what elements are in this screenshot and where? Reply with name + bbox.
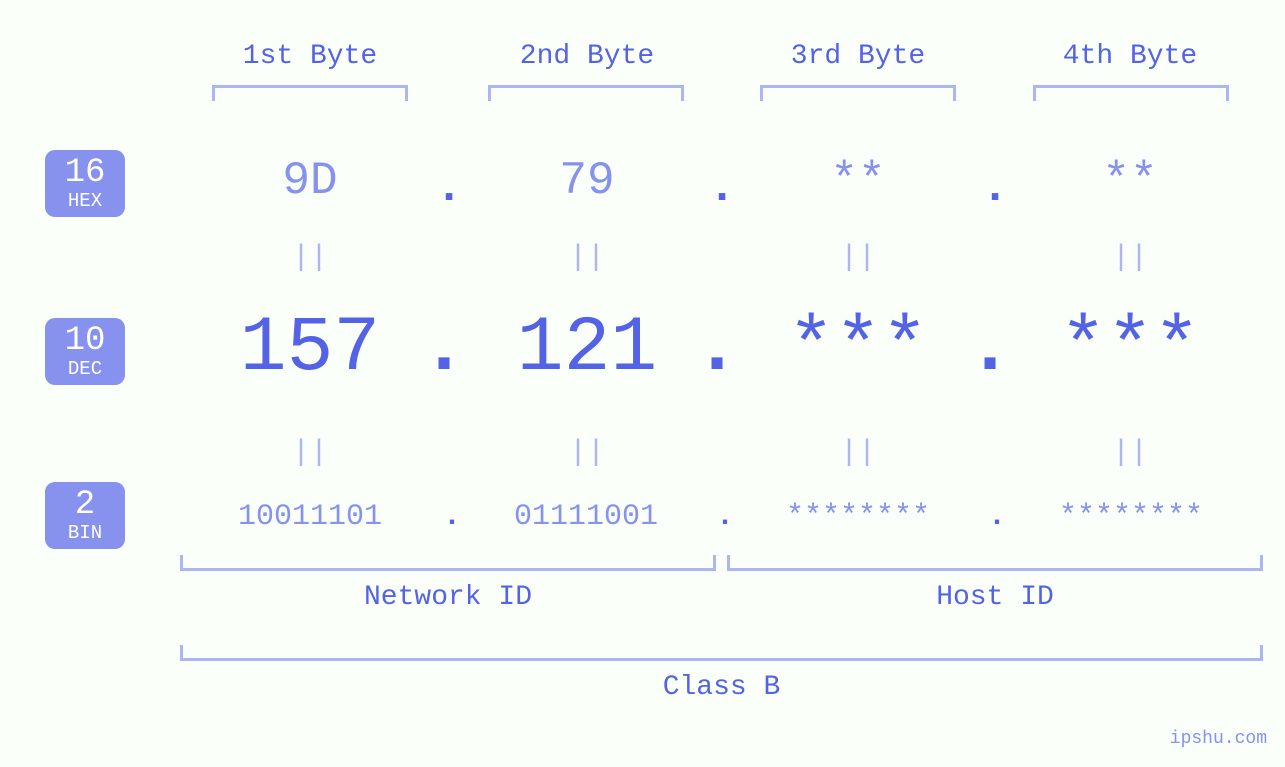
host-id-bracket <box>727 555 1263 571</box>
class-bracket <box>180 645 1263 661</box>
dec-byte-1: 157 <box>185 305 435 393</box>
hex-badge: 16 HEX <box>45 150 125 217</box>
dec-byte-2: 121 <box>462 305 712 393</box>
dec-base-num: 10 <box>45 324 125 358</box>
bin-badge: 2 BIN <box>45 482 125 549</box>
bin-base-txt: BIN <box>45 524 125 543</box>
bin-byte-4: ******** <box>999 500 1263 534</box>
eq-2-2: || <box>487 436 687 470</box>
host-id-label: Host ID <box>727 582 1263 613</box>
hex-dot-2: . <box>692 162 752 214</box>
hex-dot-3: . <box>965 162 1025 214</box>
eq-1-1: || <box>210 241 410 275</box>
hex-byte-3: ** <box>758 155 958 207</box>
bin-base-num: 2 <box>45 488 125 522</box>
dec-byte-4: *** <box>1005 305 1255 393</box>
eq-1-3: || <box>758 241 958 275</box>
eq-1-4: || <box>1030 241 1230 275</box>
hex-byte-1: 9D <box>210 155 410 207</box>
dec-badge: 10 DEC <box>45 318 125 385</box>
eq-1-2: || <box>487 241 687 275</box>
bin-byte-1: 10011101 <box>178 500 442 534</box>
hex-dot-1: . <box>419 162 479 214</box>
eq-2-4: || <box>1030 436 1230 470</box>
dec-base-txt: DEC <box>45 360 125 379</box>
byte-2-bracket <box>488 85 684 101</box>
eq-2-1: || <box>210 436 410 470</box>
byte-3-label: 3rd Byte <box>758 41 958 72</box>
ip-diagram: 1st Byte 2nd Byte 3rd Byte 4th Byte 16 H… <box>0 0 1285 767</box>
byte-1-bracket <box>212 85 408 101</box>
byte-4-bracket <box>1033 85 1229 101</box>
hex-byte-4: ** <box>1030 155 1230 207</box>
hex-base-num: 16 <box>45 156 125 190</box>
bin-byte-3: ******** <box>726 500 990 534</box>
dec-byte-3: *** <box>733 305 983 393</box>
network-id-label: Network ID <box>180 582 716 613</box>
class-label: Class B <box>180 672 1263 703</box>
byte-4-label: 4th Byte <box>1030 41 1230 72</box>
network-id-bracket <box>180 555 716 571</box>
hex-byte-2: 79 <box>487 155 687 207</box>
hex-base-txt: HEX <box>45 192 125 211</box>
byte-1-label: 1st Byte <box>210 41 410 72</box>
watermark: ipshu.com <box>1170 729 1267 749</box>
byte-3-bracket <box>760 85 956 101</box>
byte-2-label: 2nd Byte <box>487 41 687 72</box>
eq-2-3: || <box>758 436 958 470</box>
bin-byte-2: 01111001 <box>454 500 718 534</box>
